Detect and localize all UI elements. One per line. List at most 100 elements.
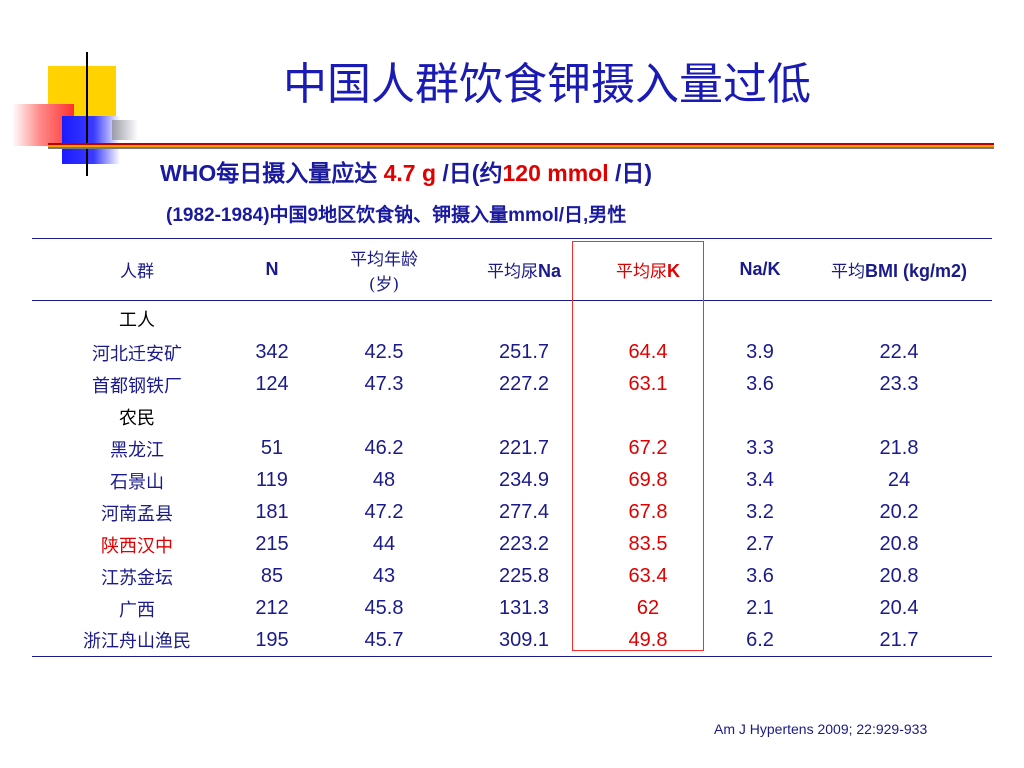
cell-age: 45.7 <box>364 628 404 651</box>
cell-bmi: 21.7 <box>879 628 919 651</box>
cell-age: 42.5 <box>364 341 404 363</box>
cell-region: 石景山 <box>110 471 164 493</box>
cell-k: 69.8 <box>628 469 668 491</box>
cell-na <box>466 301 582 337</box>
table-row: 浙江舟山渔民 195 45.7 309.1 49.8 6.2 21.7 <box>32 625 992 657</box>
cell-na-k: 3.9 <box>746 341 774 363</box>
cell-na-k: 3.3 <box>746 437 774 459</box>
cell-n: 212 <box>255 597 289 619</box>
citation: Am J Hypertens 2009; 22:929-933 <box>714 721 928 737</box>
title-divider <box>48 143 994 149</box>
cell-bmi: 22.4 <box>879 341 919 363</box>
cell-n: 195 <box>255 628 289 651</box>
table-row: 河北迁安矿 342 42.5 251.7 64.4 3.9 22.4 <box>32 337 992 369</box>
table-row: 广西 212 45.8 131.3 62 2.1 20.4 <box>32 593 992 625</box>
decorative-gray-block <box>112 120 138 140</box>
cell-n <box>242 401 302 433</box>
who-recommendation: WHO每日摄入量应达 4.7 g /日(约120 mmol /日) <box>160 154 652 188</box>
table-row: 河南孟县 181 47.2 277.4 67.8 3.2 20.2 <box>32 497 992 529</box>
cell-region: 黑龙江 <box>110 439 164 461</box>
cell-age: 47.2 <box>364 501 404 523</box>
cell-n: 181 <box>255 501 289 523</box>
cell-bmi: 23.3 <box>879 373 919 395</box>
cell-bmi: 20.2 <box>879 501 919 523</box>
intake-table: 人群 N 平均年龄 (岁) 平均尿Na 平均尿K Na/K 平均BMI (kg/m… <box>32 238 992 657</box>
cell-na: 309.1 <box>498 628 550 651</box>
cell-bmi: 20.8 <box>879 565 919 587</box>
cell-na-k: 6.2 <box>746 628 774 651</box>
cell-k: 64.4 <box>628 341 668 363</box>
table-header-row: 人群 N 平均年龄 (岁) 平均尿Na 平均尿K Na/K 平均BMI (kg/m… <box>32 238 992 301</box>
cell-n: 342 <box>255 341 289 363</box>
table-row: 石景山 119 48 234.9 69.8 3.4 24 <box>32 465 992 497</box>
cell-age: 45.8 <box>364 597 404 619</box>
cell-na-k <box>714 301 806 337</box>
cell-age: 43 <box>372 565 396 587</box>
cell-k: 67.2 <box>628 437 668 459</box>
cell-na-k: 2.1 <box>746 597 774 619</box>
cell-k: 49.8 <box>628 628 668 651</box>
cell-region: 河南孟县 <box>101 503 173 525</box>
cell-na: 221.7 <box>498 437 550 459</box>
cell-na: 251.7 <box>498 341 550 363</box>
cell-region: 首都钢铁厂 <box>92 375 182 397</box>
cell-n: 119 <box>256 469 288 491</box>
header-na: 平均尿Na <box>486 261 561 282</box>
table-row: 黑龙江 51 46.2 221.7 67.2 3.3 21.8 <box>32 433 992 465</box>
cell-region: 江苏金坛 <box>101 567 173 589</box>
cell-na: 225.8 <box>498 565 550 587</box>
table-caption: (1982-1984)中国9地区饮食钠、钾摄入量mmol/日,男性 <box>166 205 627 226</box>
cell-na-k: 3.6 <box>746 565 774 587</box>
table-group-row: 工人 <box>32 301 992 337</box>
table-row: 江苏金坛 85 43 225.8 63.4 3.6 20.8 <box>32 561 992 593</box>
decorative-vertical-line <box>86 52 88 176</box>
intake-table-container: 人群 N 平均年龄 (岁) 平均尿Na 平均尿K Na/K 平均BMI (kg/m… <box>32 238 992 657</box>
cell-na <box>466 401 582 433</box>
who-text-part1: WHO每日摄入量应达 <box>160 160 384 186</box>
k-mmol-value: 120 mmol <box>502 160 609 186</box>
cell-n: 85 <box>260 565 284 587</box>
cell-age: 47.3 <box>364 373 404 395</box>
header-k: 平均尿K <box>616 261 680 282</box>
cell-k: 83.5 <box>628 533 668 555</box>
cell-na-k <box>714 401 806 433</box>
cell-k <box>582 401 714 433</box>
cell-na-k: 3.2 <box>746 501 774 523</box>
cell-bmi: 21.8 <box>879 437 919 459</box>
decorative-blue-block <box>62 116 120 164</box>
header-age: 平均年龄 (岁) <box>350 249 418 295</box>
cell-k: 62 <box>636 597 660 619</box>
cell-k: 63.4 <box>628 565 668 587</box>
cell-region: 广西 <box>119 599 155 621</box>
cell-bmi <box>806 301 992 337</box>
cell-region: 陕西汉中 <box>101 535 173 557</box>
table-group-row: 农民 <box>32 401 992 433</box>
table-row: 首都钢铁厂 124 47.3 227.2 63.1 3.6 23.3 <box>32 369 992 401</box>
cell-bmi: 20.8 <box>879 533 919 555</box>
cell-k: 67.8 <box>628 501 668 523</box>
table-row: 陕西汉中 215 44 223.2 83.5 2.7 20.8 <box>32 529 992 561</box>
cell-na: 223.2 <box>498 533 550 555</box>
cell-k: 63.1 <box>628 373 668 395</box>
cell-n: 124 <box>255 373 289 395</box>
cell-na-k: 3.4 <box>746 469 774 491</box>
header-group: 人群 <box>120 262 154 282</box>
cell-n <box>242 301 302 337</box>
cell-region: 农民 <box>119 407 155 429</box>
cell-age: 46.2 <box>364 437 404 459</box>
cell-region: 浙江舟山渔民 <box>83 631 191 653</box>
cell-na: 131.3 <box>498 597 550 619</box>
cell-region: 河北迁安矿 <box>92 343 182 365</box>
cell-n: 215 <box>255 533 289 555</box>
cell-na-k: 2.7 <box>746 533 774 555</box>
cell-na: 234.9 <box>498 469 550 491</box>
cell-na-k: 3.6 <box>746 373 774 395</box>
cell-age <box>302 401 466 433</box>
slide-title: 中国人群饮食钾摄入量过低 <box>283 59 811 110</box>
who-text-part2: /日(约 <box>436 160 503 186</box>
header-n: N <box>265 259 279 279</box>
cell-k <box>582 301 714 337</box>
cell-region: 工人 <box>119 309 155 331</box>
who-text-part3: /日) <box>608 160 653 186</box>
cell-na: 277.4 <box>498 501 550 523</box>
